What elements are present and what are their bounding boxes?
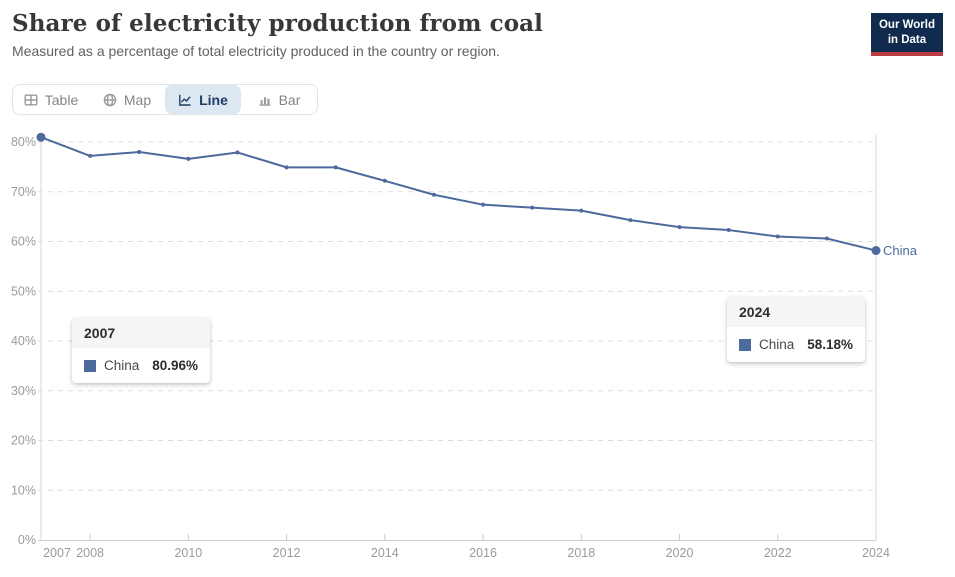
data-point-2011 xyxy=(235,150,240,155)
tooltip-value: 58.18% xyxy=(807,337,853,352)
x-tick-label: 2018 xyxy=(567,546,595,560)
data-point-2023 xyxy=(824,236,829,241)
owid-logo-line2: in Data xyxy=(887,33,927,46)
y-tick-label: 70% xyxy=(11,185,36,199)
tooltip-entity: China xyxy=(104,358,140,373)
data-point-2012 xyxy=(284,165,289,170)
y-tick-label: 50% xyxy=(11,284,36,298)
data-point-2008 xyxy=(88,153,93,158)
tooltip-year: 2007 xyxy=(72,318,210,348)
line-chart-icon xyxy=(178,93,192,107)
page-subtitle: Measured as a percentage of total electr… xyxy=(12,43,500,59)
tab-table[interactable]: Table xyxy=(13,85,89,114)
data-point-2022 xyxy=(775,234,780,239)
data-point-2016 xyxy=(481,202,486,207)
tooltip-2024: 2024 China 58.18% xyxy=(727,297,865,362)
data-point-2021 xyxy=(726,228,731,233)
data-point-2009 xyxy=(137,149,142,154)
x-tick-label: 2008 xyxy=(76,546,104,560)
x-tick-label: 2020 xyxy=(666,546,694,560)
chart-header: Share of electricity production from coa… xyxy=(12,10,943,59)
series-end-label[interactable]: China xyxy=(883,243,918,258)
chart-type-tabs: Table Map Line xyxy=(12,84,318,115)
series-color-swatch xyxy=(84,359,96,372)
data-point-2020 xyxy=(677,225,682,230)
page-title: Share of electricity production from coa… xyxy=(12,10,544,37)
y-tick-label: 80% xyxy=(11,135,36,149)
y-tick-label: 40% xyxy=(11,334,36,348)
data-point-2013 xyxy=(333,165,338,170)
highlighted-point-2007 xyxy=(36,132,46,142)
data-point-2014 xyxy=(382,178,387,183)
owid-logo[interactable]: Our World in Data xyxy=(870,13,943,56)
tab-line[interactable]: Line xyxy=(165,85,241,114)
y-tick-label: 60% xyxy=(11,235,36,249)
data-point-2018 xyxy=(579,208,584,213)
data-point-2015 xyxy=(431,192,436,197)
x-tick-label: 2022 xyxy=(764,546,792,560)
series-color-swatch xyxy=(739,338,751,351)
tab-table-label: Table xyxy=(44,91,79,108)
tooltip-row: China 80.96% xyxy=(72,348,210,383)
x-tick-label: 2007 xyxy=(43,546,71,560)
tooltip-entity: China xyxy=(759,337,795,352)
x-tick-label: 2014 xyxy=(371,546,399,560)
y-tick-label: 30% xyxy=(11,384,36,398)
owid-logo-line1: Our World xyxy=(878,19,935,31)
table-icon xyxy=(24,93,38,107)
tab-map-label: Map xyxy=(123,91,152,108)
y-tick-label: 10% xyxy=(11,483,36,497)
data-point-2019 xyxy=(628,218,633,223)
x-tick-label: 2024 xyxy=(862,546,890,560)
tab-bar-label: Bar xyxy=(278,91,301,108)
highlighted-point-2024 xyxy=(871,246,881,256)
series-line-china[interactable] xyxy=(40,136,877,252)
x-tick-label: 2010 xyxy=(174,546,202,560)
x-tick-label: 2016 xyxy=(469,546,497,560)
globe-icon xyxy=(103,93,117,107)
y-tick-label: 0% xyxy=(18,533,36,547)
tooltip-year: 2024 xyxy=(727,297,865,327)
data-point-2010 xyxy=(186,156,191,161)
bar-chart-icon xyxy=(258,93,272,107)
tooltip-2007: 2007 China 80.96% xyxy=(72,318,210,383)
tooltip-value: 80.96% xyxy=(152,358,198,373)
tab-line-label: Line xyxy=(199,91,228,108)
tooltip-row: China 58.18% xyxy=(727,327,865,362)
tab-bar[interactable]: Bar xyxy=(241,85,317,114)
tab-map[interactable]: Map xyxy=(89,85,165,114)
y-tick-label: 20% xyxy=(11,434,36,448)
x-tick-label: 2012 xyxy=(273,546,301,560)
data-point-2017 xyxy=(530,205,535,210)
